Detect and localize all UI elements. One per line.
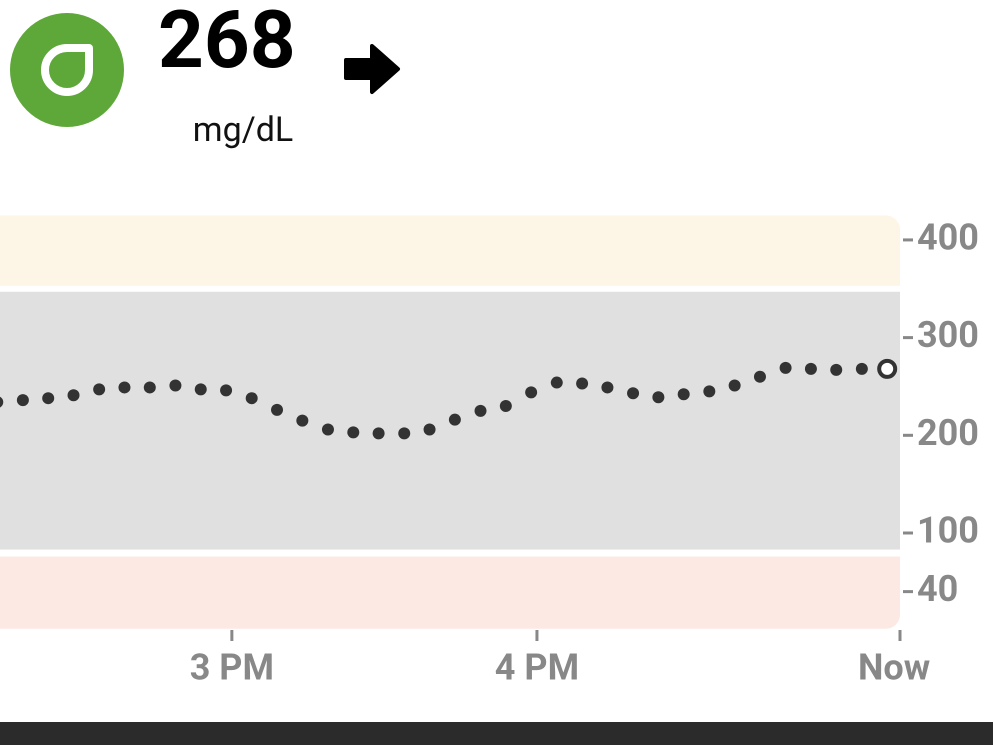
y-tick-label: 40 bbox=[917, 568, 958, 610]
reading bbox=[499, 400, 512, 413]
reading bbox=[703, 385, 716, 398]
x-tick-label: Now bbox=[858, 647, 930, 689]
reading bbox=[525, 386, 538, 399]
y-tick-label: 200 bbox=[917, 412, 979, 454]
trend-arrow bbox=[344, 44, 400, 94]
reading bbox=[0, 396, 4, 408]
bottom-bar bbox=[0, 722, 993, 745]
reading bbox=[220, 384, 233, 397]
reading bbox=[321, 423, 334, 436]
reading bbox=[753, 370, 766, 383]
reading bbox=[143, 381, 156, 394]
reading bbox=[627, 387, 640, 400]
current-reading bbox=[877, 358, 898, 379]
low-zone bbox=[0, 556, 900, 629]
reading bbox=[728, 379, 741, 392]
reading bbox=[779, 361, 792, 374]
x-tick-label: 4 PM bbox=[495, 647, 579, 689]
reading bbox=[67, 389, 80, 402]
sensor-icon-ring bbox=[41, 44, 93, 96]
reading bbox=[677, 388, 690, 401]
reading bbox=[42, 392, 55, 405]
high-zone bbox=[0, 215, 900, 286]
reading bbox=[245, 392, 258, 405]
y-tick-label: 300 bbox=[917, 314, 979, 356]
y-tick-label: 100 bbox=[917, 510, 979, 552]
reading bbox=[423, 423, 436, 436]
reading bbox=[830, 363, 843, 376]
reading bbox=[16, 394, 29, 407]
reading bbox=[93, 383, 106, 396]
reading bbox=[372, 427, 385, 440]
reading bbox=[474, 404, 487, 417]
reading bbox=[652, 391, 665, 404]
reading bbox=[194, 383, 207, 396]
reading bbox=[601, 381, 614, 394]
reading bbox=[576, 377, 589, 390]
reading bbox=[398, 427, 411, 440]
reading bbox=[169, 379, 182, 392]
glucose-chart: 40 100 200 300 400 3 PM 4 PM Now bbox=[0, 215, 979, 689]
reading bbox=[448, 413, 461, 426]
y-tick-label: 400 bbox=[917, 216, 979, 258]
reading bbox=[118, 381, 131, 394]
reading bbox=[271, 403, 284, 416]
x-tick-label: 3 PM bbox=[190, 647, 274, 689]
reading bbox=[550, 376, 563, 389]
reading bbox=[855, 362, 868, 375]
glucose-value: 268 bbox=[158, 0, 296, 87]
reading bbox=[804, 362, 817, 375]
reading bbox=[296, 414, 309, 427]
sensor-icon bbox=[10, 13, 124, 127]
glucose-unit: mg/dL bbox=[193, 110, 293, 150]
reading bbox=[347, 426, 360, 439]
